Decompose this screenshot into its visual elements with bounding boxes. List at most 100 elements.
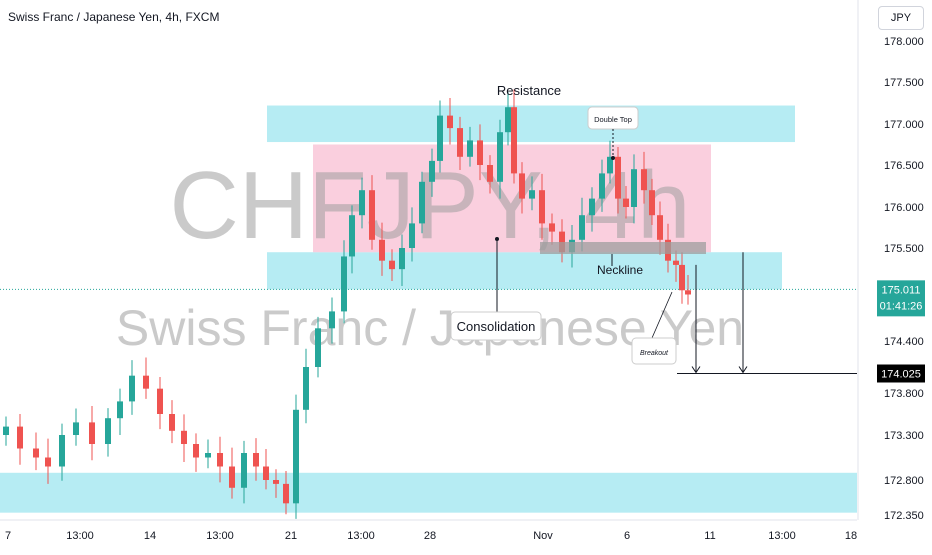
breakout-box — [631, 337, 677, 365]
candle-body — [293, 409, 299, 504]
candle-body — [429, 160, 435, 182]
candle-body — [273, 480, 279, 484]
candle-body — [641, 169, 647, 191]
x-tick-label: 6 — [624, 530, 630, 542]
x-tick-label: 18 — [845, 530, 857, 542]
lower-support-zone — [0, 472, 857, 513]
candle-body — [599, 173, 605, 199]
candle-body — [649, 190, 655, 216]
candle-body — [169, 414, 175, 431]
candle-body — [539, 190, 545, 224]
candle-body — [399, 248, 405, 270]
current-price-label: 175.011 — [882, 284, 921, 296]
candle-body — [615, 156, 621, 199]
candle-body — [467, 140, 473, 157]
candle-body — [303, 367, 309, 410]
candle-body — [505, 107, 511, 133]
candle-body — [579, 215, 585, 240]
y-tick-label: 172.350 — [884, 510, 924, 522]
candle-body — [181, 430, 187, 444]
measured-move-arrow-head — [738, 366, 748, 374]
candle-body — [253, 453, 259, 467]
candle-body — [419, 181, 425, 224]
candle-body — [341, 256, 347, 312]
candle-body — [33, 448, 39, 458]
candle-body — [631, 169, 637, 207]
target-price-tag — [877, 364, 925, 383]
resistance-label: Resistance — [497, 83, 561, 98]
target-price-label: 174.025 — [881, 369, 921, 381]
candle-body — [623, 198, 629, 207]
y-tick-label: 177.500 — [884, 77, 924, 89]
candle-body — [673, 260, 679, 265]
candle-body — [529, 190, 535, 199]
y-tick-label: 172.800 — [884, 475, 924, 487]
y-tick-label: 174.400 — [884, 336, 924, 348]
candle-body — [437, 115, 443, 161]
breakout-leader — [651, 291, 673, 339]
candle-body — [241, 453, 247, 488]
x-tick-label: 13:00 — [768, 530, 796, 542]
candle-body — [447, 115, 453, 129]
candle-body — [283, 483, 289, 504]
consolidation-box — [450, 311, 542, 341]
candle-body — [477, 140, 483, 165]
x-tick-label: 28 — [424, 530, 436, 542]
y-tick-label: 173.300 — [884, 430, 924, 442]
candle-body — [217, 453, 223, 467]
candle-body — [193, 444, 199, 458]
candle-body — [549, 223, 555, 232]
candle-body — [117, 401, 123, 419]
candle-body — [89, 422, 95, 444]
y-tick-label: 173.800 — [884, 388, 924, 400]
x-tick-label: 7 — [5, 530, 11, 542]
neckline-bar — [540, 242, 706, 254]
candle-body — [157, 388, 163, 414]
candle-body — [59, 435, 65, 467]
candle-body — [229, 466, 235, 488]
candle-body — [497, 132, 503, 182]
current-price-tag — [877, 280, 925, 317]
y-tick-label: 175.500 — [884, 243, 924, 255]
double-top-dot — [611, 156, 615, 160]
y-tick-label: 176.500 — [884, 160, 924, 172]
candle-body — [589, 198, 595, 216]
candle-body — [457, 128, 463, 157]
y-tick-label: 177.000 — [884, 119, 924, 131]
breakout-label: Breakout — [640, 350, 669, 357]
neckline-label: Neckline — [597, 263, 643, 277]
consolidation-dot — [495, 237, 499, 241]
countdown-label: 01:41:26 — [880, 300, 923, 312]
candle-body — [129, 375, 135, 402]
candle-body — [143, 375, 149, 389]
candle-body — [389, 260, 395, 270]
candle-body — [519, 173, 525, 199]
candle-body — [369, 190, 375, 240]
x-tick-label: 13:00 — [347, 530, 375, 542]
candle-body — [487, 165, 493, 182]
candle-body — [3, 426, 9, 435]
candle-body — [263, 466, 269, 480]
y-tick-label: 176.000 — [884, 202, 924, 214]
candle-body — [679, 264, 685, 291]
y-tick-label: 178.000 — [884, 36, 924, 48]
candle-body — [349, 215, 355, 257]
candle-body — [657, 215, 663, 240]
candle-body — [17, 426, 23, 449]
candle-body — [359, 190, 365, 216]
consolidation-label: Consolidation — [457, 319, 536, 334]
candle-body — [205, 453, 211, 458]
candle-body — [73, 422, 79, 435]
x-tick-label: Nov — [533, 530, 553, 542]
candle-body — [105, 418, 111, 444]
candle-body — [329, 311, 335, 329]
resistance-zone — [267, 105, 795, 143]
x-tick-label: 14 — [144, 530, 156, 542]
candle-body — [315, 328, 321, 367]
currency-selector[interactable]: JPY — [878, 6, 924, 30]
double-top-label: Double Top — [594, 115, 632, 124]
candle-body — [511, 107, 517, 174]
candle-body — [559, 231, 565, 253]
